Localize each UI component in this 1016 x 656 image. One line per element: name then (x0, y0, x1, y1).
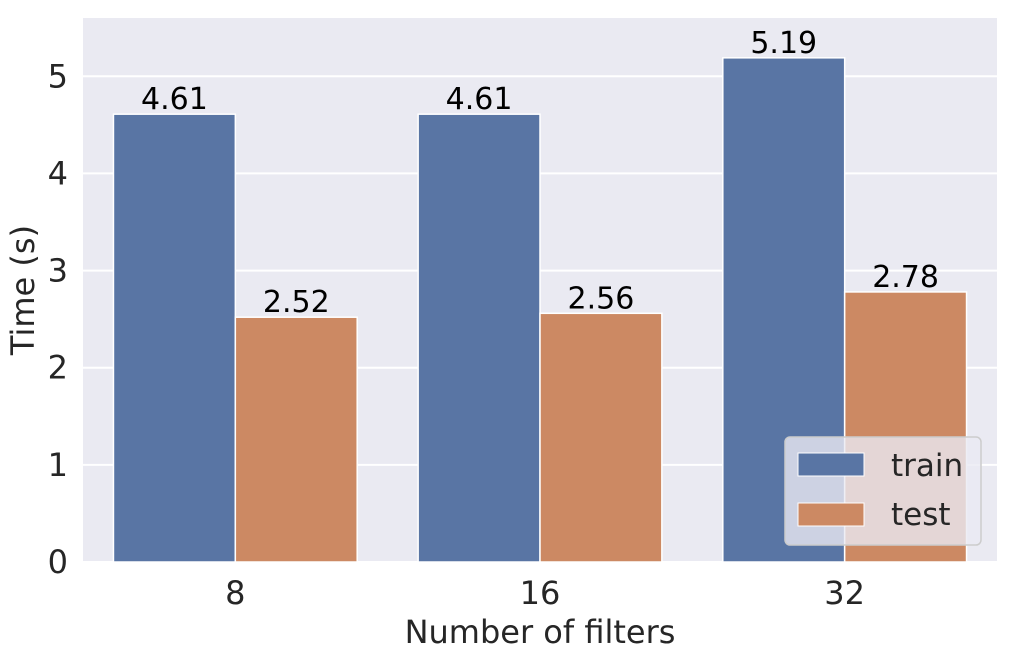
bars (112, 57, 968, 563)
legend-swatch-train (797, 452, 865, 477)
bar-train-8 (112, 113, 237, 563)
data-label-train-8: 4.61 (141, 82, 208, 117)
y-tick-label: 1 (48, 446, 68, 484)
bar-test-16 (539, 312, 663, 563)
legend: train test (784, 436, 982, 546)
y-tick-label: 5 (48, 57, 68, 95)
legend-label-test: test (891, 497, 951, 533)
x-tick-label: 8 (225, 574, 245, 612)
y-axis-ticks: 0 1 2 3 4 5 (48, 57, 68, 581)
y-tick-label: 4 (48, 154, 68, 192)
x-axis-label: Number of filters (405, 613, 676, 651)
data-label-train-16: 4.61 (446, 82, 513, 117)
y-tick-label: 2 (48, 349, 68, 387)
y-tick-label: 3 (48, 252, 68, 290)
legend-label-train: train (891, 448, 963, 484)
data-label-test-32: 2.78 (872, 260, 939, 295)
legend-swatch-test (797, 502, 865, 527)
data-label-test-16: 2.56 (568, 281, 635, 316)
data-labels: 4.61 4.61 5.19 2.52 2.56 2.78 (141, 26, 939, 320)
x-tick-label: 16 (520, 574, 561, 612)
x-axis-ticks: 8 16 32 (225, 574, 865, 612)
y-tick-label: 0 (48, 543, 68, 581)
data-label-train-32: 5.19 (750, 26, 817, 61)
bar-train-16 (417, 113, 541, 563)
bar-test-8 (234, 316, 358, 563)
x-tick-label: 32 (824, 574, 865, 612)
y-axis-label: Time (s) (4, 225, 42, 356)
data-label-test-8: 2.52 (263, 285, 330, 320)
